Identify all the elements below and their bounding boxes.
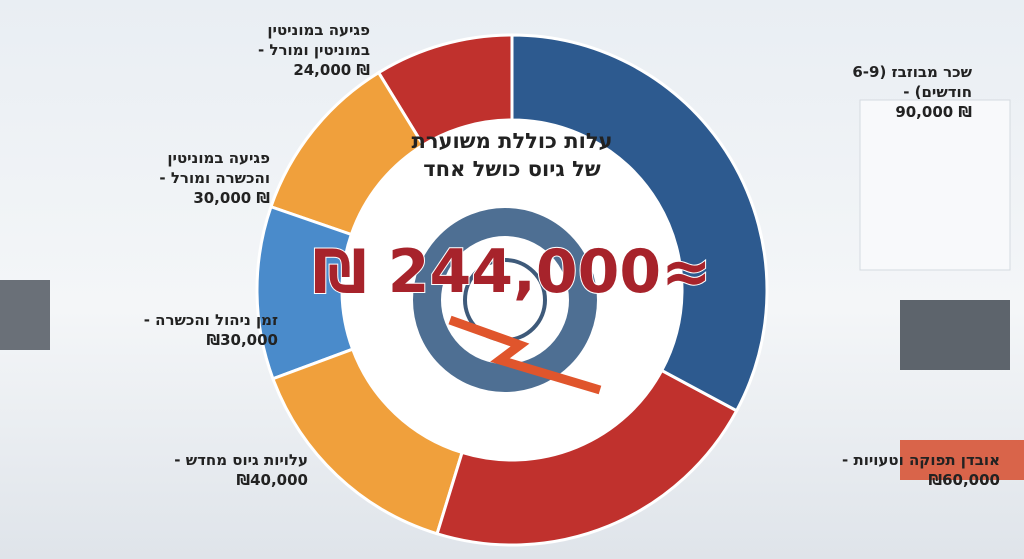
segment-label: פגיעה במוניטין והכשרה ומורל - ₪ 30,000 (130, 148, 270, 208)
chart-subtitle: של גיוס כושל אחד (423, 157, 600, 181)
gear (413, 208, 597, 392)
chart-title: עלות כוללת משוערת (411, 129, 612, 153)
segment-label: פגיעה במוניטין במוניטין ומורל - ₪ 24,000 (240, 20, 370, 80)
category-label: עלויות גיוס מחדש - (174, 451, 308, 469)
value-label: ₪30,000 (206, 331, 278, 349)
value-label: ₪ 90,000 (895, 103, 972, 121)
segment-label: שכר מבוזבז (6-9 חודשים) - ₪ 90,000 (842, 62, 972, 122)
segment-label: עלויות גיוס מחדש - ₪40,000 (118, 450, 308, 490)
value-label: ₪60,000 (928, 471, 1000, 489)
value-label: ₪ 30,000 (193, 189, 270, 207)
category-label: אובדן תפוקה וטעויות - (842, 451, 1000, 469)
bg-monitor (0, 280, 50, 350)
trend-arrow (448, 315, 602, 395)
value-label: ₪40,000 (236, 471, 308, 489)
bg-monitor (900, 300, 1010, 370)
category-label: זמן ניהול והכשרה - (143, 311, 278, 329)
value-label: ₪ 24,000 (293, 61, 370, 79)
segment-label: זמן ניהול והכשרה - ₪30,000 (118, 310, 278, 350)
category-label: שכר מבוזבז (6-9 חודשים) - (852, 63, 972, 101)
category-label: פגיעה במוניטין במוניטין ומורל - (257, 21, 370, 59)
category-label: פגיעה במוניטין והכשרה ומורל - (159, 149, 270, 187)
bg-book (900, 440, 1024, 480)
center-total: ≈244,000 ₪ (313, 237, 712, 307)
bg-board (859, 99, 1011, 271)
segment-label: אובדן תפוקה וטעויות - ₪60,000 (840, 450, 1000, 490)
